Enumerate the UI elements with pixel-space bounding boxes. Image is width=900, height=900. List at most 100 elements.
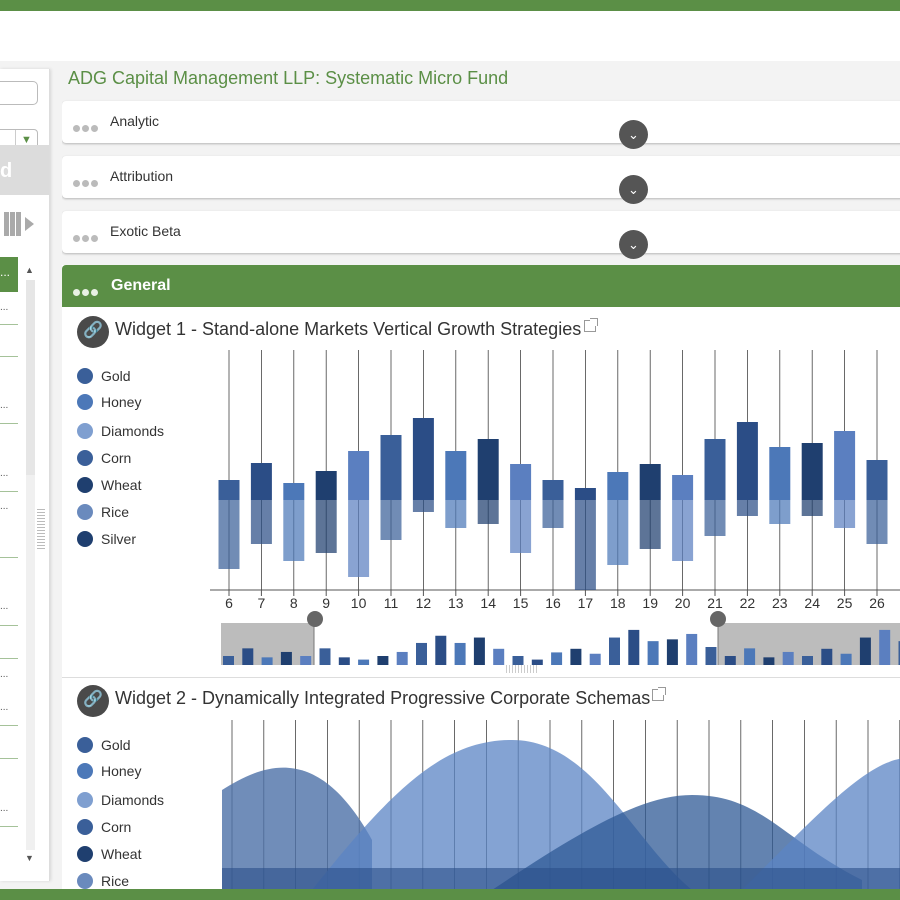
column-toggle-icon[interactable]: [4, 212, 35, 236]
external-link-icon[interactable]: [584, 318, 598, 332]
sidebar-row-ellipsis: ...: [0, 400, 9, 411]
legend-item[interactable]: Corn: [77, 819, 131, 835]
navigator-bar: [551, 652, 563, 665]
legend-swatch: [77, 737, 93, 753]
bar-lower: [477, 500, 499, 524]
navigator-bar: [493, 648, 505, 665]
bar-upper: [672, 475, 694, 500]
general-panel: General 🔗 Widget 1 - Stand-alone Markets…: [62, 265, 900, 889]
chevron-down-icon[interactable]: ⌄: [619, 175, 648, 204]
legend-label: Gold: [101, 737, 131, 753]
sidebar-row[interactable]: [0, 356, 18, 357]
navigator-bar: [261, 657, 273, 665]
sidebar-row[interactable]: [0, 625, 18, 626]
sidebar-row[interactable]: [0, 423, 18, 424]
legend-swatch: [77, 450, 93, 466]
drag-handle-icon[interactable]: [73, 229, 100, 247]
widget-resize-grip[interactable]: [506, 665, 538, 673]
bar-upper: [834, 431, 856, 500]
link-icon[interactable]: 🔗: [77, 685, 109, 717]
navigator-bar: [319, 648, 331, 665]
navigator-bar: [859, 637, 871, 665]
legend-item[interactable]: Honey: [77, 394, 141, 410]
navigator-bar: [358, 659, 370, 665]
x-tick-label: 23: [772, 595, 788, 611]
sidebar-resize-grip[interactable]: [37, 509, 45, 549]
area-series: [222, 767, 372, 889]
sidebar-row-ellipsis: ...: [0, 468, 9, 479]
scroll-track[interactable]: [26, 280, 35, 850]
legend-item[interactable]: Rice: [77, 504, 129, 520]
bar-lower: [348, 500, 370, 577]
legend-item[interactable]: Honey: [77, 763, 141, 779]
sidebar-row[interactable]: [0, 557, 18, 558]
legend-item[interactable]: Corn: [77, 450, 131, 466]
navigator-handle-left: [307, 611, 323, 627]
navigator-bar: [647, 641, 659, 665]
navigator-bar: [782, 651, 794, 665]
link-icon[interactable]: 🔗: [77, 316, 109, 348]
sidebar-row-ellipsis: ...: [0, 501, 9, 512]
legend-item[interactable]: Diamonds: [77, 423, 164, 439]
bar-lower: [736, 500, 758, 516]
legend-item[interactable]: Wheat: [77, 846, 141, 862]
legend-item[interactable]: Gold: [77, 737, 131, 753]
sidebar-row[interactable]: [0, 758, 18, 759]
navigator-bar: [454, 642, 466, 665]
panel-analytic[interactable]: Analytic ⌄: [62, 101, 900, 149]
panel-attribution[interactable]: Attribution ⌄: [62, 156, 900, 204]
legend-item[interactable]: Diamonds: [77, 792, 164, 808]
sidebar-search-input[interactable]: [0, 81, 38, 105]
drag-handle-icon[interactable]: [73, 283, 100, 301]
scroll-thumb[interactable]: [26, 280, 35, 475]
app-header: [0, 11, 900, 61]
external-link-icon[interactable]: [652, 687, 666, 701]
drag-handle-icon[interactable]: [73, 174, 100, 192]
scroll-up-icon[interactable]: ▲: [25, 265, 34, 275]
bar-upper: [445, 451, 467, 500]
scroll-down-icon[interactable]: ▼: [25, 853, 34, 863]
panel-exotic-beta[interactable]: Exotic Beta ⌄: [62, 211, 900, 259]
bar-upper: [542, 480, 564, 500]
general-panel-header[interactable]: General: [62, 265, 900, 307]
sidebar-row[interactable]: [0, 491, 18, 492]
legend-label: Silver: [101, 531, 137, 547]
legend-item[interactable]: Silver: [77, 531, 136, 547]
bar-lower: [672, 500, 694, 561]
widget-1-title: Widget 1 - Stand-alone Markets Vertical …: [115, 319, 582, 339]
sidebar-scrollbar[interactable]: ▲ ▼: [25, 265, 36, 865]
widget-1-chart[interactable]: 6 7 8 9 10 11 12 13 14 15 16 17 18 19 20 21 22 23 24 25 26: [210, 350, 900, 665]
navigator-bar: [686, 633, 698, 665]
legend-item[interactable]: Rice: [77, 873, 129, 889]
navigator-bar: [628, 629, 640, 665]
bar-lower: [542, 500, 564, 528]
sidebar-header-cell[interactable]: ...: [0, 257, 18, 292]
chevron-down-icon[interactable]: ⌄: [619, 120, 648, 149]
sidebar-row[interactable]: [0, 324, 18, 325]
sidebar-row-ellipsis: ...: [0, 803, 9, 814]
legend-label: Rice: [101, 504, 130, 520]
bar-lower: [250, 500, 272, 544]
bar-upper: [380, 435, 402, 500]
widget-divider: [62, 677, 900, 678]
x-tick-label: 19: [642, 595, 658, 611]
chevron-down-icon[interactable]: ⌄: [619, 230, 648, 259]
bar-upper: [769, 447, 791, 500]
navigator-bar: [512, 656, 524, 665]
widget-2-chart[interactable]: [222, 720, 900, 889]
legend-item[interactable]: Gold: [77, 368, 131, 384]
legend-swatch: [77, 368, 93, 384]
legend-label: Wheat: [101, 846, 142, 862]
bar-upper: [574, 488, 596, 500]
drag-handle-icon[interactable]: [73, 119, 100, 137]
legend-item[interactable]: Wheat: [77, 477, 141, 493]
bar-upper: [250, 463, 272, 500]
sidebar-row[interactable]: [0, 658, 18, 659]
navigator-bar: [242, 648, 254, 665]
sidebar-row[interactable]: [0, 725, 18, 726]
x-tick-label: 6: [225, 595, 233, 611]
bar-lower: [574, 500, 596, 590]
bar-lower: [283, 500, 305, 561]
sidebar-row[interactable]: [0, 826, 18, 827]
bar-upper: [736, 422, 758, 500]
